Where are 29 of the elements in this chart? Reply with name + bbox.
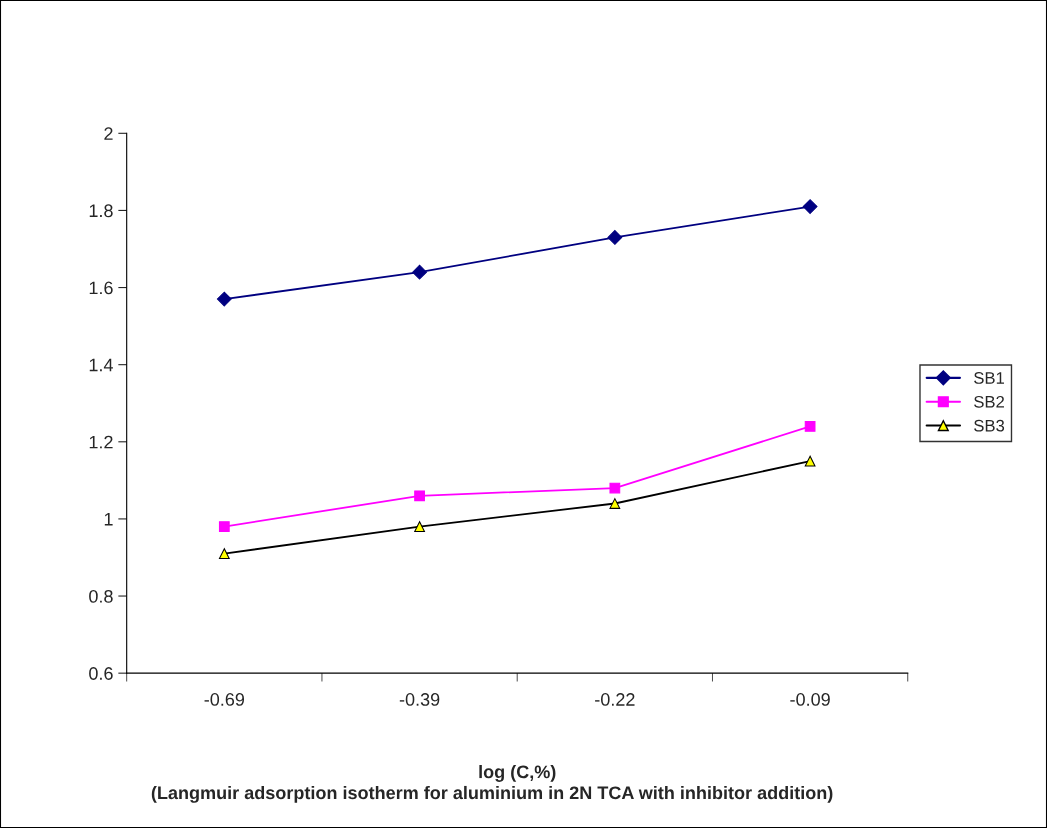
point <box>216 291 232 307</box>
point <box>802 199 818 214</box>
point <box>412 264 427 280</box>
y-tick-label: 1.4 <box>89 358 113 372</box>
point <box>414 490 425 502</box>
x-tick-label: -0.09 <box>790 693 830 706</box>
legend-label: SB2 <box>974 395 1004 408</box>
legend-label: SB1 <box>974 372 1005 384</box>
x-tick-label: -0.69 <box>204 693 245 706</box>
y-tick-label: 2 <box>104 127 113 140</box>
point <box>609 498 621 509</box>
x-tick-label: -0.22 <box>595 693 635 706</box>
point <box>218 548 230 560</box>
text: (Langmuir adsorption isotherm for aluminium in 2N TCA with inhibitor addition) <box>151 785 833 803</box>
x-axis-title: log (C,%) <box>479 765 556 782</box>
y-tick-label: 0.8 <box>89 589 113 603</box>
y-tick-label: 1.6 <box>89 281 113 295</box>
point <box>609 482 621 494</box>
y-tick-label: 1.2 <box>89 435 113 449</box>
point <box>804 420 816 432</box>
point <box>804 455 816 467</box>
legend-label: SB3 <box>974 419 1005 432</box>
x-tick-label: -0.39 <box>399 693 440 706</box>
y-tick-label: 1 <box>104 513 113 526</box>
point <box>218 521 230 533</box>
y-tick-label: 0.6 <box>89 667 113 680</box>
point <box>414 521 425 533</box>
point <box>607 230 623 245</box>
y-tick-label: 1.8 <box>89 204 113 218</box>
